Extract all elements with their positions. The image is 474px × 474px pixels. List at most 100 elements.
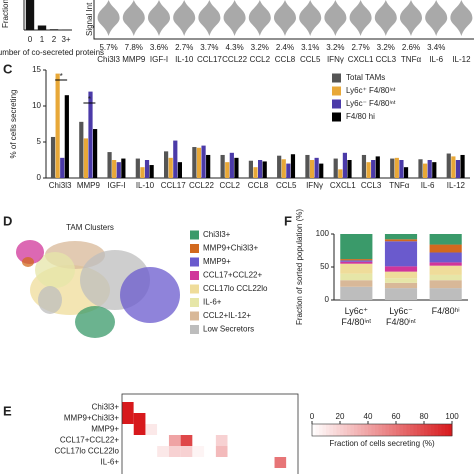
heatmap-cell (274, 446, 287, 457)
bar (418, 159, 423, 178)
x-tick-label: CCL8 (248, 181, 269, 190)
bar (394, 157, 399, 178)
x-tick-label: CCL3 (376, 55, 397, 64)
x-tick-label: Chi3l3 (49, 181, 72, 190)
legend-swatch (190, 325, 199, 334)
bar (427, 160, 432, 178)
colorbar-step (445, 424, 449, 436)
x-tick-label: CCL17 (161, 181, 186, 190)
x-tick-label: 1 (40, 35, 45, 44)
colorbar-step (350, 424, 355, 436)
colorbar-step (406, 424, 411, 436)
panel-label: C (3, 61, 13, 76)
bar-segment (429, 274, 462, 281)
heatmap-cell (204, 446, 216, 457)
bar (277, 155, 282, 178)
bar (116, 162, 121, 178)
x-tick-label: CCL2 (220, 181, 241, 190)
annotation: * (60, 72, 63, 81)
heatmap-cell (133, 402, 146, 413)
bar-segment (429, 288, 462, 300)
heatmap-cell (227, 413, 240, 424)
heatmap-cell (204, 435, 216, 446)
bar (49, 29, 59, 30)
heatmap-cell (239, 457, 252, 468)
bar-segment (429, 280, 462, 289)
heatmap-cell (239, 435, 252, 446)
colorbar-step (375, 424, 379, 436)
x-axis-label: Number of co-secreted proteins (0, 48, 104, 57)
x-tick-label: IGF-I (150, 55, 168, 64)
legend-label: IL-6+ (203, 298, 222, 307)
bar (107, 152, 112, 178)
bar (371, 160, 376, 178)
colorbar-step (333, 424, 337, 436)
violin (400, 0, 422, 36)
legend-swatch (190, 298, 199, 307)
heatmap-cell (192, 413, 205, 424)
legend-label: F4/80 hi (346, 112, 375, 121)
heatmap-cell (215, 457, 228, 468)
bar (399, 160, 404, 178)
x-tick-label: CCL5 (300, 55, 321, 64)
legend-swatch (190, 244, 199, 253)
x-tick-label: IFNγ (327, 55, 344, 64)
bar-segment (384, 282, 418, 289)
bar (248, 160, 253, 178)
x-tick-label: CXCL1 (348, 55, 374, 64)
bar (455, 160, 461, 178)
legend-swatch (332, 99, 341, 109)
bar (140, 167, 145, 178)
violin (97, 0, 120, 36)
annotation: 3.2% (377, 43, 395, 52)
heatmap-cell (192, 402, 205, 413)
colorbar-step (368, 424, 372, 436)
heatmap-cell (251, 446, 263, 457)
heatmap-cell (157, 446, 169, 457)
heatmap-frame (121, 393, 299, 474)
heatmap-cell (192, 446, 205, 457)
legend-label: Low Secretors (203, 325, 254, 334)
heatmap-cell (168, 424, 181, 435)
bar (314, 157, 319, 178)
bar (144, 160, 150, 178)
row-label: CCL17+CCL22+ (60, 436, 119, 445)
colorbar-frame (311, 423, 453, 437)
y-tick-label: 5 (37, 137, 42, 146)
bar (196, 147, 202, 178)
legend-label: CCL17lo CCL22lo (203, 284, 268, 293)
bar (451, 156, 456, 178)
colorbar-step (420, 424, 425, 436)
colorbar-step (410, 424, 414, 436)
x-tick-label: IL-6 (421, 181, 435, 190)
colorbar-step (322, 424, 327, 436)
heatmap-cell (157, 435, 169, 446)
violin (198, 0, 221, 36)
colorbar-step (378, 424, 383, 436)
bar (177, 162, 182, 178)
colorbar-step (354, 424, 358, 436)
x-tick-label: IGF-I (108, 181, 126, 190)
heatmap-cell (168, 402, 181, 413)
y-axis-label: Fraction o (1, 0, 10, 28)
legend-swatch (190, 230, 199, 240)
colorbar-step (326, 424, 330, 436)
heatmap-cell (204, 424, 216, 435)
heatmap-cell (180, 457, 193, 468)
x-tick-label: IL-12 (447, 181, 466, 190)
colorbar-step (427, 424, 432, 436)
violin (223, 0, 246, 36)
x-tick-label: Chi3l3 (97, 55, 120, 64)
plot-frame (93, 0, 474, 40)
x-tick-label: CCL8 (275, 55, 296, 64)
annotation: 2.7% (351, 43, 369, 52)
bar (432, 162, 437, 178)
x-tick-label: CCL17 (197, 55, 222, 64)
colorbar-step (340, 424, 344, 436)
violin (122, 0, 145, 36)
y-tick-label: 0 (325, 295, 330, 304)
bar (64, 95, 69, 178)
bar-segment (340, 273, 373, 281)
x-tick-label: MMP9 (122, 55, 146, 64)
bar (333, 158, 338, 178)
